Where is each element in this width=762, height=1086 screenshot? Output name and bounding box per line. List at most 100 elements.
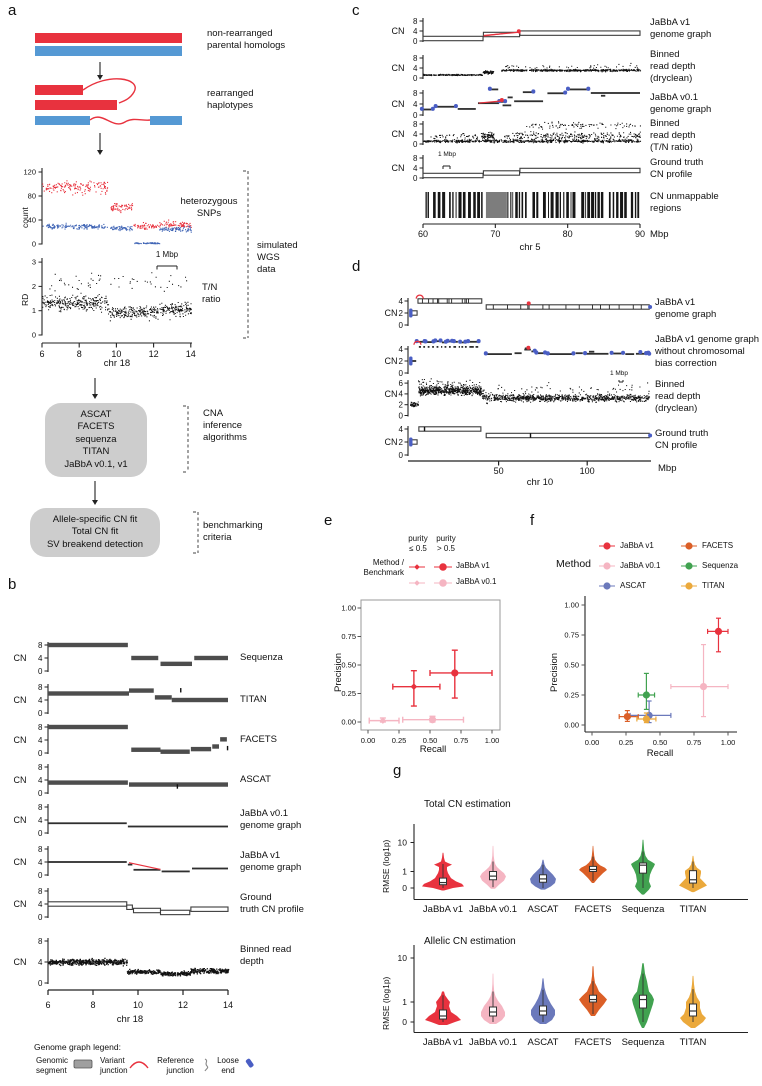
track-label-d: Binned read depth (dryclean) <box>655 379 701 414</box>
svg-text:Sequenza: Sequenza <box>622 904 666 915</box>
svg-text:10: 10 <box>133 1000 143 1010</box>
svg-text:8: 8 <box>38 887 43 896</box>
track-label-c: JaBbA v1 genome graph <box>650 17 712 40</box>
legend-series-ascat-f: ASCAT <box>620 581 647 590</box>
svg-text:JaBbA v0.1: JaBbA v0.1 <box>469 904 517 915</box>
svg-text:0: 0 <box>402 883 407 893</box>
svg-text:0: 0 <box>413 74 418 83</box>
svg-text:3: 3 <box>32 258 36 267</box>
svg-text:4: 4 <box>38 654 43 663</box>
svg-text:8: 8 <box>38 845 43 854</box>
legend-series-facets-f: FACETS <box>702 541 734 550</box>
track-label-b: TITAN <box>240 694 267 705</box>
legend-series-sequenza-f: Sequenza <box>702 561 739 570</box>
svg-text:8: 8 <box>38 803 43 812</box>
svg-text:4: 4 <box>38 858 43 867</box>
legend-series-jabba-v1-e: JaBbA v1 <box>456 561 490 570</box>
x-axis-title-b: chr 18 <box>116 1014 144 1025</box>
svg-text:0: 0 <box>413 174 418 183</box>
scalebar-label-a: 1 Mbp <box>155 250 179 259</box>
svg-text:4: 4 <box>413 27 418 36</box>
legend-series-jabba-v01-f: JaBbA v0.1 <box>620 561 661 570</box>
svg-text:8: 8 <box>413 120 418 129</box>
svg-text:TITAN: TITAN <box>680 904 707 915</box>
svg-text:1.00: 1.00 <box>485 736 500 745</box>
svg-text:CN: CN <box>14 899 27 909</box>
svg-text:4: 4 <box>413 100 418 109</box>
svg-text:0: 0 <box>38 979 43 988</box>
svg-text:CN: CN <box>385 356 398 366</box>
svg-text:1.00: 1.00 <box>721 738 736 747</box>
rmse-axis-title-allelic: RMSE (log1p) <box>381 976 391 1030</box>
svg-text:ASCAT: ASCAT <box>528 1037 559 1048</box>
snp-y-axis-title: count <box>20 207 30 228</box>
svg-text:ASCAT: ASCAT <box>528 904 559 915</box>
panel-f-chart: 1.00 0.75 0.50 0.25 0.00 0.00 0.25 0.50 0.75 1.00 <box>564 542 737 747</box>
svg-text:0: 0 <box>413 140 418 149</box>
svg-text:0: 0 <box>32 240 36 249</box>
svg-text:50: 50 <box>494 466 504 476</box>
svg-text:CN: CN <box>385 437 398 447</box>
svg-text:14: 14 <box>186 349 196 359</box>
genome-graph-legend-title: Genome graph legend: <box>34 1042 121 1052</box>
rd-y-axis-title: RD <box>20 293 30 306</box>
svg-text:0.00: 0.00 <box>564 721 579 730</box>
x-axis-title-c: chr 5 <box>519 242 541 253</box>
x-axis-title-f: Recall <box>646 748 674 759</box>
svg-text:CN: CN <box>392 99 405 109</box>
svg-text:2: 2 <box>399 357 404 366</box>
svg-text:70: 70 <box>490 229 500 239</box>
svg-text:0.50: 0.50 <box>653 738 668 747</box>
legend-item-reference-junction: Reference junction <box>157 1056 194 1075</box>
svg-text:0.50: 0.50 <box>341 661 356 670</box>
track-label-b: Sequenza <box>240 652 283 663</box>
svg-text:1: 1 <box>32 306 36 315</box>
svg-text:12: 12 <box>178 1000 188 1010</box>
svg-text:8: 8 <box>413 89 418 98</box>
homologs-label: non-rearranged parental homologs <box>207 28 286 51</box>
het-snp-annotation: heterozygous SNPs <box>180 196 238 219</box>
svg-text:CN: CN <box>385 308 398 318</box>
track-label-b: ASCAT <box>240 774 271 785</box>
track-label-c: CN unmappable regions <box>650 191 719 214</box>
svg-text:0.75: 0.75 <box>341 632 356 641</box>
svg-text:2: 2 <box>399 438 404 447</box>
svg-text:CN: CN <box>14 695 27 705</box>
svg-text:60: 60 <box>418 229 428 239</box>
svg-text:CN: CN <box>14 957 27 967</box>
svg-text:1.00: 1.00 <box>564 601 579 610</box>
svg-text:8: 8 <box>38 723 43 732</box>
svg-text:6: 6 <box>39 349 44 359</box>
unit-label-d: Mbp <box>658 463 677 474</box>
svg-text:0: 0 <box>399 451 404 460</box>
svg-text:0: 0 <box>38 749 43 758</box>
track-label-d: JaBbA v1 genome graph without chromosoma… <box>655 334 760 369</box>
legend-series-titan-f: TITAN <box>702 581 725 590</box>
svg-text:0: 0 <box>38 871 43 880</box>
panel-f-letter: f <box>530 512 535 529</box>
legend-series-jabba-v01-e: JaBbA v0.1 <box>456 577 497 586</box>
track-label-c: JaBbA v0.1 genome graph <box>650 92 712 115</box>
svg-text:8: 8 <box>413 17 418 26</box>
legend-item-variant-junction: Variant junction <box>100 1056 128 1075</box>
cna-algorithms-box: ASCAT FACETS sequenza TITAN JaBbA v0.1, … <box>45 403 147 477</box>
legend-series-jabba-v1-f: JaBbA v1 <box>620 541 654 550</box>
svg-text:0: 0 <box>38 667 43 676</box>
benchmarking-brace-label: benchmarking criteria <box>203 520 263 543</box>
svg-text:4: 4 <box>413 64 418 73</box>
svg-text:4: 4 <box>38 776 43 785</box>
svg-text:1.00: 1.00 <box>341 604 356 613</box>
track-label-b: JaBbA v0.1 genome graph <box>240 808 302 831</box>
svg-text:0.75: 0.75 <box>687 738 702 747</box>
y-axis-title-e: Precision <box>333 652 344 692</box>
panel-d-letter: d <box>352 258 361 275</box>
svg-text:0: 0 <box>38 789 43 798</box>
svg-text:CN: CN <box>392 129 405 139</box>
track-label-c: Binned read depth (dryclean) <box>650 49 696 84</box>
svg-text:4: 4 <box>38 900 43 909</box>
svg-text:JaBbA v1: JaBbA v1 <box>423 904 463 915</box>
